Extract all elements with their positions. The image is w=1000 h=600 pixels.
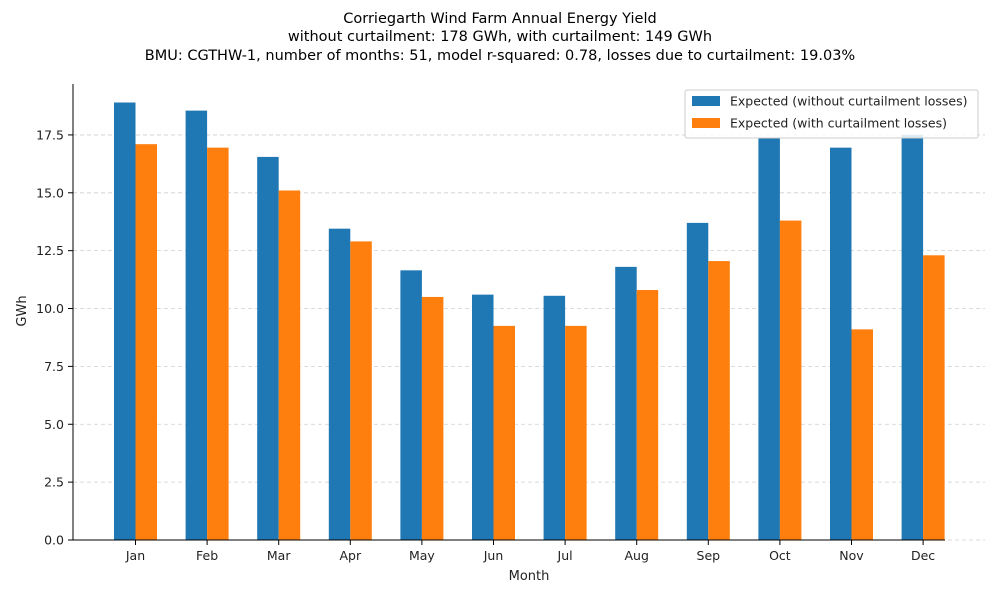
- bar-with-curtailment-feb: [207, 147, 229, 540]
- bar-with-curtailment-oct: [779, 220, 802, 540]
- chart-subtitle-line-2: BMU: CGTHW-1, number of months: 51, mode…: [145, 48, 855, 64]
- bar-without-curtailment-sep: [686, 222, 709, 541]
- legend-swatch-without-curtailment: [692, 96, 720, 106]
- bar-without-curtailment-jun: [472, 294, 494, 540]
- x-tick-label: Nov: [839, 548, 864, 563]
- x-tick-label: Sep: [697, 548, 721, 563]
- x-tick-label: Jan: [125, 548, 145, 563]
- bar-without-curtailment-jan: [114, 102, 136, 541]
- x-tick-label: Jul: [557, 548, 573, 563]
- x-tick-label: Oct: [769, 548, 791, 563]
- bar-with-curtailment-sep: [708, 261, 730, 540]
- x-tick-label: Feb: [196, 548, 218, 563]
- bar-without-curtailment-oct: [758, 138, 780, 540]
- bar-with-curtailment-nov: [851, 329, 873, 540]
- bars-layer: [114, 102, 945, 541]
- bar-without-curtailment-aug: [615, 266, 637, 540]
- x-tick-label: Aug: [624, 548, 648, 563]
- y-tick-label: 7.5: [44, 359, 64, 374]
- bar-with-curtailment-jun: [493, 325, 515, 540]
- bar-with-curtailment-mar: [278, 190, 301, 540]
- bar-without-curtailment-apr: [328, 228, 351, 540]
- bar-with-curtailment-jul: [565, 325, 587, 540]
- axes-layer: 0.0 2.5 5.0 7.5 10.0 12.5 15.0 17.5 Jan Feb Mar Apr…: [36, 84, 945, 563]
- bar-without-curtailment-nov: [830, 147, 852, 540]
- bar-without-curtailment-may: [400, 270, 422, 540]
- bar-without-curtailment-mar: [257, 156, 279, 541]
- y-tick-label: 5.0: [44, 417, 64, 432]
- y-tick-label: 0.0: [44, 533, 64, 548]
- bar-with-curtailment-aug: [636, 290, 659, 540]
- x-tick-label: Dec: [911, 548, 935, 563]
- bar-without-curtailment-feb: [185, 110, 208, 540]
- y-tick-label: 15.0: [36, 185, 64, 200]
- x-tick-label: Mar: [267, 548, 291, 563]
- y-tick-label: 2.5: [44, 475, 64, 490]
- legend-frame: [684, 89, 979, 139]
- bar-with-curtailment-may: [421, 296, 444, 540]
- bar-with-curtailment-jan: [135, 144, 157, 540]
- legend-label-with-curtailment: Expected (with curtailment losses): [730, 116, 947, 131]
- x-tick-label: Apr: [339, 548, 361, 563]
- bar-with-curtailment-dec: [923, 255, 945, 540]
- y-tick-label: 10.0: [36, 301, 64, 316]
- bar-without-curtailment-dec: [901, 134, 924, 540]
- bar-without-curtailment-jul: [543, 295, 566, 540]
- legend-swatch-with-curtailment: [692, 118, 720, 128]
- legend-label-without-curtailment: Expected (without curtailment losses): [730, 94, 967, 109]
- chart-title: Corriegarth Wind Farm Annual Energy Yiel…: [343, 11, 656, 27]
- x-axis-label: Month: [509, 569, 550, 584]
- legend: Expected (without curtailment losses) Ex…: [684, 89, 979, 139]
- chart-subtitle-line-1: without curtailment: 178 GWh, with curta…: [288, 29, 712, 45]
- y-tick-label: 17.5: [36, 127, 64, 142]
- y-tick-label: 12.5: [36, 243, 64, 258]
- bar-with-curtailment-apr: [350, 241, 372, 541]
- x-tick-label: Jun: [483, 548, 504, 563]
- y-axis-label: GWh: [15, 295, 30, 326]
- x-tick-label: May: [409, 548, 435, 563]
